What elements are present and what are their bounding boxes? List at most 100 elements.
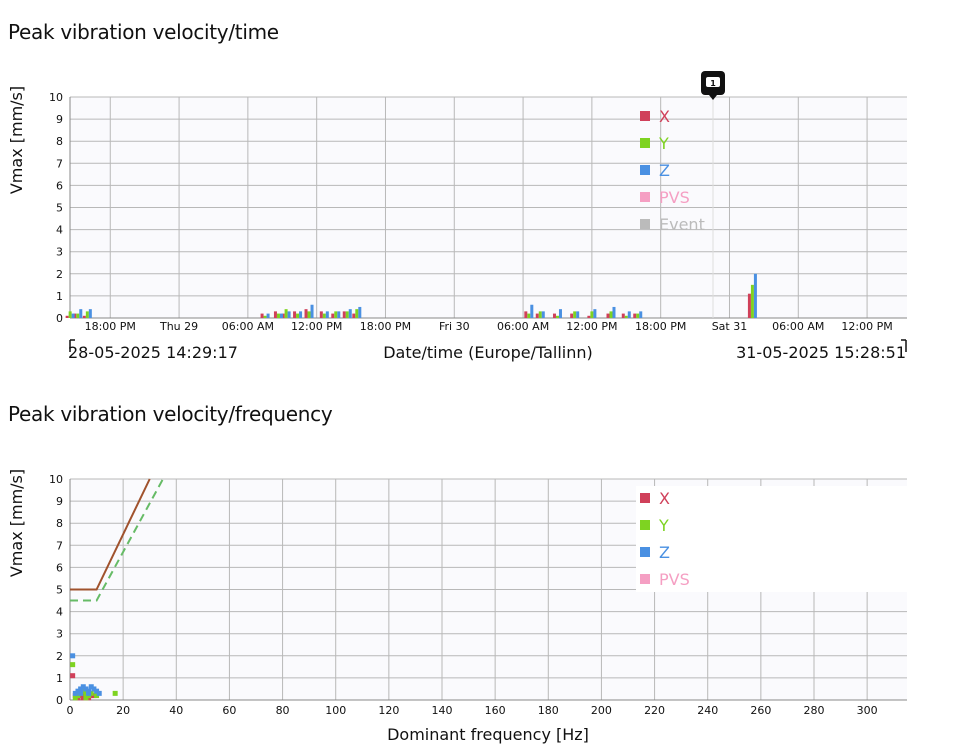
legend-label-x[interactable]: X — [659, 489, 670, 508]
point-z[interactable] — [75, 688, 81, 694]
bar-x[interactable] — [621, 313, 625, 318]
point-z[interactable] — [78, 686, 84, 692]
bar-z[interactable] — [593, 309, 597, 318]
point-y[interactable] — [88, 690, 94, 696]
point-x[interactable] — [91, 693, 97, 699]
event-marker[interactable]: 1 — [701, 71, 725, 318]
point-z[interactable] — [91, 686, 97, 692]
point-x[interactable] — [80, 695, 86, 701]
bar-x[interactable] — [73, 313, 77, 318]
point-z[interactable] — [78, 690, 84, 696]
bar-y[interactable] — [76, 313, 80, 318]
bar-y[interactable] — [590, 311, 594, 318]
bar-x[interactable] — [260, 313, 264, 318]
bar-z[interactable] — [358, 306, 362, 318]
bar-y[interactable] — [538, 311, 542, 318]
bar-z[interactable] — [279, 313, 283, 318]
bar-x[interactable] — [65, 315, 69, 318]
point-z[interactable] — [70, 653, 76, 659]
point-y[interactable] — [72, 695, 78, 701]
bar-y[interactable] — [527, 313, 531, 318]
bar-x[interactable] — [524, 311, 528, 318]
point-x[interactable] — [70, 673, 76, 679]
point-z[interactable] — [72, 690, 78, 696]
bar-z[interactable] — [348, 309, 352, 318]
bar-z[interactable] — [71, 313, 75, 318]
bar-x[interactable] — [281, 313, 285, 318]
bar-z[interactable] — [541, 311, 545, 318]
bar-z[interactable] — [266, 313, 270, 318]
legend-label-y[interactable]: Y — [658, 516, 669, 535]
bar-x[interactable] — [352, 313, 356, 318]
point-y[interactable] — [112, 690, 118, 696]
bar-z[interactable] — [558, 309, 562, 318]
legend-label-pvs[interactable]: PVS — [659, 570, 690, 589]
point-z[interactable] — [83, 686, 89, 692]
bar-x[interactable] — [273, 311, 277, 318]
bar-y[interactable] — [355, 309, 359, 318]
bar-z[interactable] — [530, 304, 534, 318]
bar-x[interactable] — [331, 313, 335, 318]
bar-x[interactable] — [319, 311, 323, 318]
legend-label-pvs[interactable]: PVS — [659, 188, 690, 207]
legend-swatch-pvs[interactable] — [640, 192, 650, 202]
legend-label-z[interactable]: Z — [659, 161, 670, 180]
legend-label-y[interactable]: Y — [658, 134, 669, 153]
bar-y[interactable] — [263, 315, 267, 318]
bar-z[interactable] — [299, 311, 303, 318]
legend-time[interactable]: XYZ PVS Event — [640, 107, 705, 234]
legend-frequency[interactable]: XYZ PVS — [636, 486, 908, 592]
point-z[interactable] — [88, 684, 94, 690]
chart-velocity-time[interactable]: 0 1 2 3 4 5 6 7 8 9 10 18:00 PM Thu 29 06:00 AM 12:00… — [0, 0, 960, 380]
bar-y[interactable] — [276, 313, 280, 318]
bar-z[interactable] — [627, 311, 631, 318]
bar-x[interactable] — [535, 313, 539, 318]
point-y[interactable] — [75, 693, 81, 699]
point-y[interactable] — [83, 695, 89, 701]
bar-x[interactable] — [82, 315, 86, 318]
legend-label-x[interactable]: X — [659, 107, 670, 126]
point-z[interactable] — [96, 690, 102, 696]
bar-x[interactable] — [570, 313, 574, 318]
bar-x[interactable] — [552, 313, 556, 318]
bar-z[interactable] — [639, 311, 643, 318]
bar-y[interactable] — [555, 315, 559, 318]
bar-y[interactable] — [573, 311, 577, 318]
legend-label-event[interactable]: Event — [659, 215, 705, 234]
bar-y[interactable] — [296, 313, 300, 318]
point-y[interactable] — [70, 662, 76, 668]
bar-y[interactable] — [334, 311, 338, 318]
point-y[interactable] — [80, 688, 86, 694]
bar-x[interactable] — [293, 311, 297, 318]
bar-z[interactable] — [576, 311, 580, 318]
legend-swatch-event[interactable] — [640, 219, 650, 229]
legend-swatch-x[interactable] — [640, 493, 650, 503]
bar-z[interactable] — [325, 311, 329, 318]
bar-y[interactable] — [345, 311, 349, 318]
bar-x[interactable] — [747, 293, 751, 318]
bar-y[interactable] — [68, 311, 72, 318]
bar-y[interactable] — [85, 311, 89, 318]
point-z[interactable] — [80, 684, 86, 690]
bar-y[interactable] — [284, 309, 288, 318]
point-z[interactable] — [94, 688, 100, 694]
bar-x[interactable] — [304, 309, 308, 318]
bar-z[interactable] — [287, 311, 291, 318]
legend-swatch-pvs[interactable] — [640, 574, 650, 584]
legend-swatch-z[interactable] — [640, 547, 650, 557]
bar-y[interactable] — [609, 311, 613, 318]
bar-y[interactable] — [307, 311, 311, 318]
bar-z[interactable] — [79, 309, 83, 318]
point-y[interactable] — [94, 693, 100, 699]
bar-y[interactable] — [750, 284, 754, 318]
bar-y[interactable] — [624, 315, 628, 318]
legend-swatch-z[interactable] — [640, 165, 650, 175]
legend-swatch-y[interactable] — [640, 138, 650, 148]
point-z[interactable] — [86, 690, 92, 696]
bar-y[interactable] — [636, 313, 640, 318]
legend-swatch-x[interactable] — [640, 111, 650, 121]
bar-y[interactable] — [322, 313, 326, 318]
bar-x[interactable] — [587, 315, 591, 318]
bar-x[interactable] — [633, 313, 637, 318]
